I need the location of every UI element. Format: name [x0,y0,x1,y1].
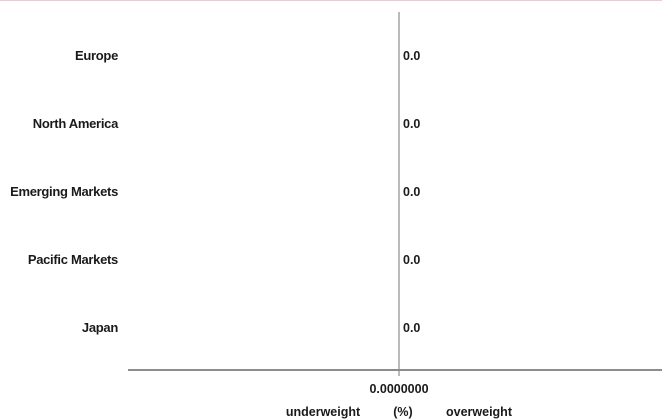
value-label: 0.0 [403,49,420,63]
value-label: 0.0 [403,253,420,267]
category-label: Europe [75,48,118,63]
x-tick-label: 0.0000000 [369,382,428,396]
overweight-label: overweight [446,405,513,419]
value-label: 0.0 [403,321,420,335]
value-label: 0.0 [403,185,420,199]
category-labels: Europe North America Emerging Markets Pacif… [10,48,119,335]
category-label: North America [33,116,119,131]
x-axis-label: (%) [393,405,412,419]
top-accent-rule [0,0,662,1]
value-labels: 0.0 0.0 0.0 0.0 0.0 [403,49,420,335]
category-label: Emerging Markets [10,184,118,199]
category-label: Pacific Markets [28,252,118,267]
underweight-label: underweight [286,405,361,419]
value-label: 0.0 [403,117,420,131]
category-label: Japan [82,320,118,335]
